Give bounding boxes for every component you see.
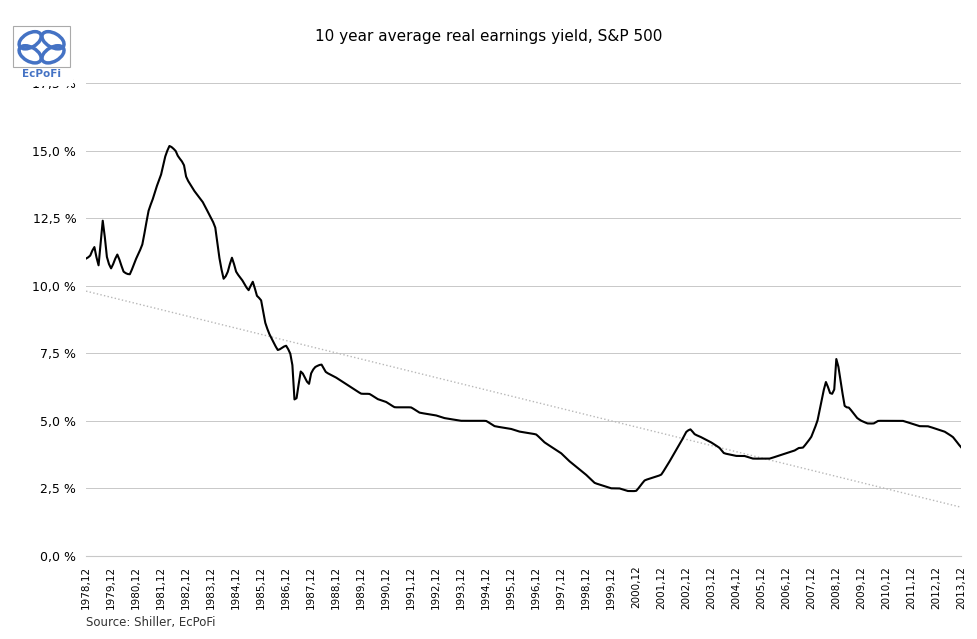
Text: EcPoFi: EcPoFi <box>22 68 61 79</box>
Text: 10 year average real earnings yield, S&P 500: 10 year average real earnings yield, S&P… <box>315 29 662 43</box>
Text: Source: Shiller, EcPoFi: Source: Shiller, EcPoFi <box>86 616 215 629</box>
